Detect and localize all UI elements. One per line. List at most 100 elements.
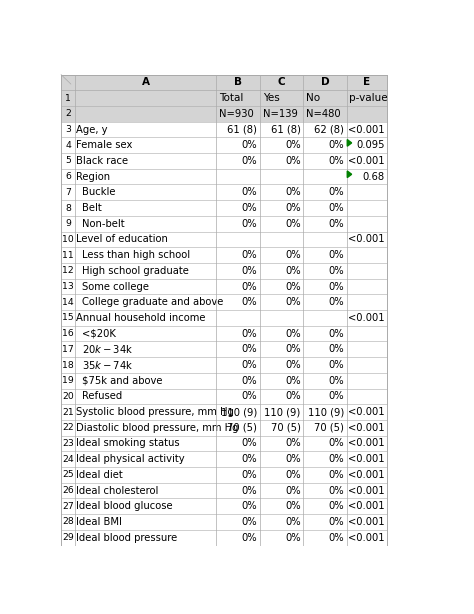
Text: Age, y: Age, y: [76, 125, 108, 134]
Bar: [61, 326, 387, 341]
Text: 14: 14: [62, 298, 74, 307]
Text: 0%: 0%: [328, 376, 344, 386]
Text: 0%: 0%: [242, 454, 257, 464]
Text: 25: 25: [62, 470, 74, 480]
Text: 0%: 0%: [242, 328, 257, 338]
Text: B: B: [234, 77, 242, 87]
Text: 0.095: 0.095: [356, 140, 385, 150]
Bar: [61, 420, 387, 436]
Text: Non-belt: Non-belt: [82, 219, 124, 229]
Bar: [61, 310, 387, 326]
Text: <0.001: <0.001: [348, 156, 385, 166]
Text: Refused: Refused: [82, 391, 122, 402]
Text: 0%: 0%: [285, 486, 301, 495]
Bar: [61, 231, 387, 247]
Text: Annual household income: Annual household income: [76, 313, 206, 323]
Text: 12: 12: [62, 266, 74, 275]
Text: 110 (9): 110 (9): [221, 407, 257, 417]
Text: 110 (9): 110 (9): [264, 407, 301, 417]
Text: 0%: 0%: [242, 360, 257, 370]
Text: $35k-$74k: $35k-$74k: [82, 359, 133, 371]
Text: 0%: 0%: [242, 140, 257, 150]
Bar: [61, 404, 387, 420]
Text: 70 (5): 70 (5): [228, 423, 257, 433]
Text: N=480: N=480: [306, 109, 341, 119]
Text: 1: 1: [65, 94, 71, 103]
Text: 0%: 0%: [242, 376, 257, 386]
Text: 0%: 0%: [285, 219, 301, 229]
Text: 0%: 0%: [328, 297, 344, 307]
Text: <0.001: <0.001: [348, 517, 385, 527]
Text: 0%: 0%: [328, 501, 344, 511]
Text: 0%: 0%: [328, 438, 344, 448]
Text: <0.001: <0.001: [348, 470, 385, 480]
Text: Total: Total: [219, 93, 244, 103]
Text: Ideal diet: Ideal diet: [76, 470, 123, 480]
Text: 61 (8): 61 (8): [228, 125, 257, 134]
Text: 0%: 0%: [242, 187, 257, 197]
Bar: [61, 138, 387, 153]
Text: 0%: 0%: [285, 187, 301, 197]
Text: 0%: 0%: [285, 533, 301, 543]
Text: Buckle: Buckle: [82, 187, 115, 197]
Polygon shape: [347, 171, 352, 177]
Text: 70 (5): 70 (5): [271, 423, 301, 433]
Bar: [61, 90, 387, 106]
Text: <0.001: <0.001: [348, 533, 385, 543]
Text: 9: 9: [65, 219, 71, 228]
Text: 0%: 0%: [285, 391, 301, 402]
Text: 11: 11: [62, 251, 74, 260]
Text: Black race: Black race: [76, 156, 128, 166]
Text: 0%: 0%: [328, 470, 344, 480]
Text: 0%: 0%: [285, 501, 301, 511]
Text: E: E: [363, 77, 370, 87]
Text: 15: 15: [62, 313, 74, 322]
Text: 19: 19: [62, 376, 74, 385]
Bar: [61, 122, 387, 138]
Text: 10: 10: [62, 235, 74, 244]
Text: Belt: Belt: [82, 203, 101, 213]
Text: 17: 17: [62, 345, 74, 354]
Bar: [61, 436, 387, 451]
Text: 0%: 0%: [285, 203, 301, 213]
Text: 27: 27: [62, 502, 74, 511]
Text: N=930: N=930: [219, 109, 254, 119]
Text: 0%: 0%: [285, 328, 301, 338]
Text: 16: 16: [62, 329, 74, 338]
Text: Ideal cholesterol: Ideal cholesterol: [76, 486, 158, 495]
Text: 0%: 0%: [285, 250, 301, 260]
Text: 0%: 0%: [328, 391, 344, 402]
Text: 0%: 0%: [328, 328, 344, 338]
Text: Yes: Yes: [263, 93, 280, 103]
Text: 0%: 0%: [285, 517, 301, 527]
Text: 0%: 0%: [328, 187, 344, 197]
Text: 0%: 0%: [242, 156, 257, 166]
Text: Region: Region: [76, 172, 110, 182]
Text: Ideal blood glucose: Ideal blood glucose: [76, 501, 173, 511]
Text: Systolic blood pressure, mm Hg: Systolic blood pressure, mm Hg: [76, 407, 234, 417]
Text: 70 (5): 70 (5): [314, 423, 344, 433]
Text: 0%: 0%: [285, 156, 301, 166]
Text: 0%: 0%: [285, 360, 301, 370]
Bar: [61, 153, 387, 169]
Text: 0%: 0%: [285, 376, 301, 386]
Text: 29: 29: [62, 533, 74, 542]
Text: 0%: 0%: [328, 454, 344, 464]
Bar: [61, 216, 387, 231]
Text: N=139: N=139: [263, 109, 298, 119]
Text: 0%: 0%: [242, 501, 257, 511]
Text: 28: 28: [62, 518, 74, 526]
Text: 0%: 0%: [285, 344, 301, 354]
Text: 21: 21: [62, 408, 74, 416]
Text: 0%: 0%: [328, 360, 344, 370]
Text: 0%: 0%: [328, 344, 344, 354]
Text: 0%: 0%: [328, 517, 344, 527]
Bar: [61, 499, 387, 514]
Bar: [61, 451, 387, 467]
Text: 110 (9): 110 (9): [308, 407, 344, 417]
Bar: [61, 106, 387, 122]
Text: 0%: 0%: [242, 219, 257, 229]
Text: High school graduate: High school graduate: [82, 266, 189, 276]
Text: Level of education: Level of education: [76, 235, 168, 244]
Text: 61 (8): 61 (8): [271, 125, 301, 134]
